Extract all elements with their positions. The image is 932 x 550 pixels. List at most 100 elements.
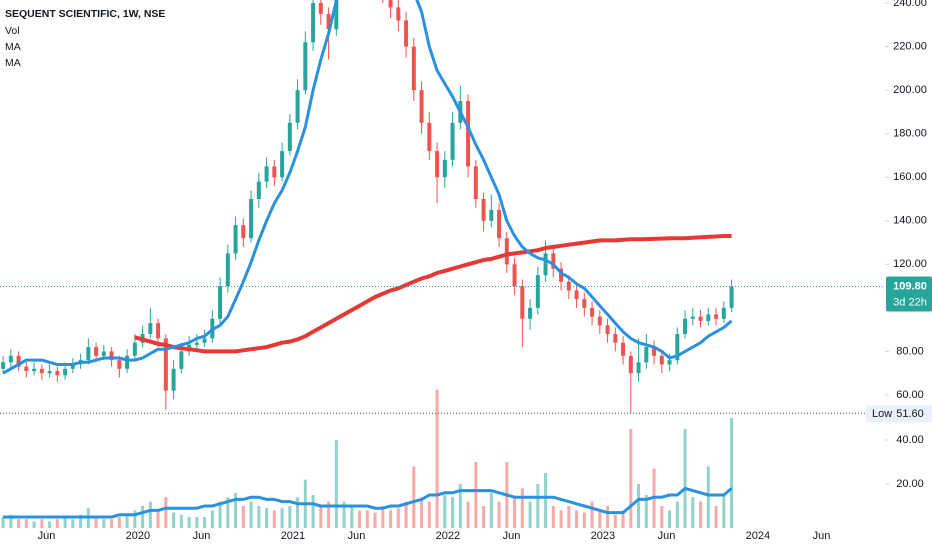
candle-body bbox=[613, 334, 618, 343]
candle-body bbox=[272, 166, 277, 178]
candle-body bbox=[489, 209, 494, 221]
volume-bar bbox=[203, 517, 207, 528]
candle-body bbox=[194, 342, 199, 345]
volume-bar bbox=[94, 517, 98, 528]
volume-bar bbox=[660, 506, 664, 528]
candle-body bbox=[512, 264, 517, 287]
volume-bar bbox=[389, 510, 393, 528]
candle-body bbox=[652, 347, 657, 356]
volume-bar bbox=[590, 501, 594, 528]
volume-bar bbox=[536, 484, 540, 528]
volume-bar bbox=[164, 497, 168, 528]
x-tick-label: Jun bbox=[348, 530, 366, 542]
x-tick-label: 2022 bbox=[436, 530, 460, 542]
volume-bar bbox=[9, 514, 13, 528]
x-tick-label: Jun bbox=[658, 530, 676, 542]
x-tick-label: Jun bbox=[813, 530, 831, 542]
volume-bar bbox=[79, 514, 83, 528]
volume-bar bbox=[714, 506, 718, 528]
candle-body bbox=[481, 199, 486, 221]
candle-body bbox=[605, 325, 610, 335]
volume-bar bbox=[435, 389, 439, 528]
volume-bar bbox=[17, 519, 21, 528]
volume-bar bbox=[110, 519, 114, 528]
candle-body bbox=[582, 299, 587, 308]
volume-bar bbox=[265, 508, 269, 528]
x-tick-label: 2024 bbox=[746, 530, 770, 542]
candle-body bbox=[714, 314, 719, 319]
volume-bar bbox=[179, 514, 183, 528]
volume-bar bbox=[148, 501, 152, 528]
candle-body bbox=[396, 7, 401, 21]
candle-body bbox=[94, 347, 99, 356]
volume-bar bbox=[141, 506, 145, 528]
volume-bar bbox=[187, 517, 191, 528]
volume-bar bbox=[544, 473, 548, 528]
chart-title: SEQUENT SCIENTIFIC, 1W, NSE bbox=[5, 8, 165, 20]
volume-bar bbox=[319, 506, 323, 528]
volume-bar bbox=[489, 492, 493, 528]
y-tick-label: 180.00 bbox=[893, 128, 927, 140]
volume-bar bbox=[559, 510, 563, 528]
volume-bar bbox=[24, 519, 28, 528]
volume-bar bbox=[621, 510, 625, 528]
candle-body bbox=[303, 42, 308, 91]
candle-body bbox=[8, 355, 13, 363]
volume-bar bbox=[241, 506, 245, 528]
candle-body bbox=[621, 342, 626, 356]
volume-bar bbox=[342, 501, 346, 528]
y-tick-label: 40.00 bbox=[896, 434, 924, 446]
candle-body bbox=[334, 0, 339, 30]
candle-body bbox=[721, 307, 726, 319]
volume-bar bbox=[373, 512, 377, 528]
volume-bar bbox=[520, 488, 524, 528]
x-tick-label: 2023 bbox=[591, 530, 615, 542]
volume-bar bbox=[575, 510, 579, 528]
volume-bar bbox=[691, 497, 695, 528]
volume-bar bbox=[133, 510, 137, 528]
candle-body bbox=[55, 371, 60, 376]
candle-body bbox=[179, 351, 184, 369]
countdown-label: 3d 22h bbox=[893, 296, 927, 308]
last-price-tag bbox=[886, 276, 932, 312]
x-tick-label: Jun bbox=[38, 530, 56, 542]
candle-body bbox=[39, 368, 44, 374]
candle-body bbox=[47, 371, 52, 374]
volume-bar bbox=[358, 510, 362, 528]
volume-bar bbox=[102, 519, 106, 528]
y-tick-label: 160.00 bbox=[893, 171, 927, 183]
volume-bar bbox=[334, 440, 338, 528]
volume-bar bbox=[311, 495, 315, 528]
candle-body bbox=[698, 316, 703, 321]
candle-body bbox=[543, 253, 548, 276]
volume-bar bbox=[257, 506, 261, 528]
low-tag bbox=[866, 405, 932, 423]
volume-bar bbox=[288, 506, 292, 528]
candle-body bbox=[311, 3, 316, 43]
candle-body bbox=[427, 122, 432, 152]
legend-item: MA bbox=[5, 57, 21, 69]
candle-body bbox=[264, 166, 269, 182]
candle-body bbox=[628, 355, 633, 374]
candle-body bbox=[241, 225, 246, 239]
volume-bar bbox=[699, 501, 703, 528]
volume-bar bbox=[582, 512, 586, 528]
volume-bar bbox=[234, 492, 238, 528]
candle-body bbox=[101, 351, 106, 356]
candle-body bbox=[125, 355, 130, 369]
y-tick-label: 200.00 bbox=[893, 84, 927, 96]
volume-bar bbox=[218, 501, 222, 528]
volume-bar bbox=[443, 495, 447, 528]
candle-body bbox=[729, 286, 734, 308]
volume-bar bbox=[497, 501, 501, 528]
volume-bar bbox=[427, 501, 431, 528]
candle-body bbox=[504, 238, 509, 265]
volume-bar bbox=[272, 510, 276, 528]
volume-bar bbox=[513, 497, 517, 528]
volume-bar bbox=[32, 521, 36, 528]
candle-body bbox=[117, 360, 122, 369]
volume-bar bbox=[644, 495, 648, 528]
y-tick-label: 20.00 bbox=[896, 478, 924, 490]
candle-body bbox=[644, 347, 649, 363]
volume-bar bbox=[668, 510, 672, 528]
